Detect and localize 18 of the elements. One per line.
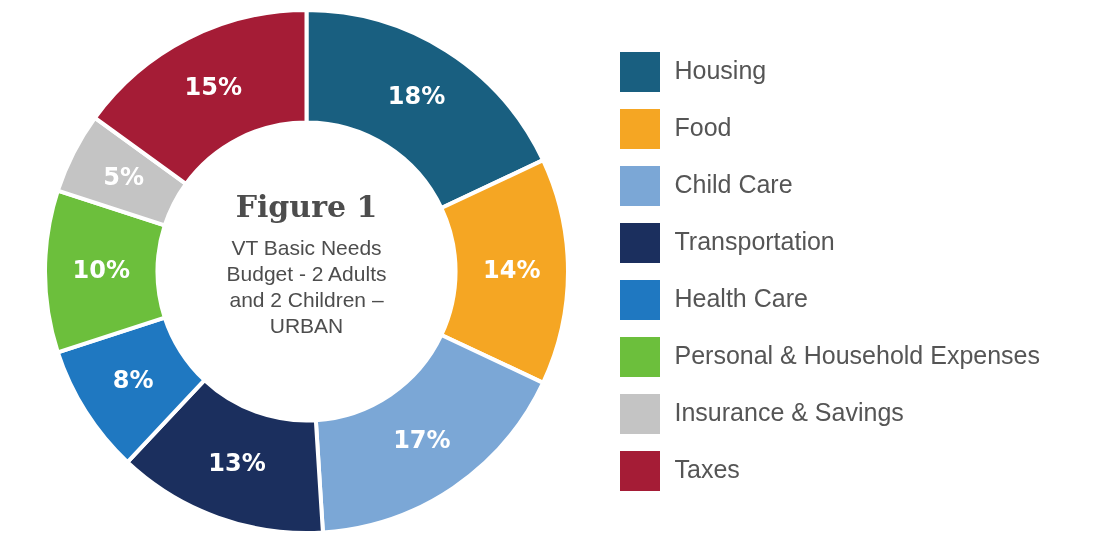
text: VT Basic Needs Budget - 2 Adults and 2 Children – URBAN — [226, 236, 387, 338]
legend-label: Insurance & Savings — [674, 397, 904, 426]
legend-label: Food — [674, 112, 732, 141]
legend-label: Health Care — [674, 283, 808, 312]
legend-label: Housing — [674, 55, 767, 84]
data-label: 17% — [393, 425, 451, 454]
legend-label: Transportation — [674, 226, 835, 255]
legend-label: Taxes — [674, 454, 740, 483]
data-label: 15% — [184, 72, 243, 101]
legend-label: Personal & Household Expenses — [674, 340, 1041, 369]
data-label: 5% — [103, 162, 144, 191]
data-label: 10% — [72, 255, 130, 284]
data-label: 18% — [387, 82, 446, 111]
data-label: 14% — [483, 255, 541, 284]
data-label: 8% — [112, 365, 154, 394]
text: Figure 1 — [235, 189, 378, 225]
legend-label: Child Care — [674, 169, 793, 198]
data-label: 13% — [208, 448, 266, 477]
